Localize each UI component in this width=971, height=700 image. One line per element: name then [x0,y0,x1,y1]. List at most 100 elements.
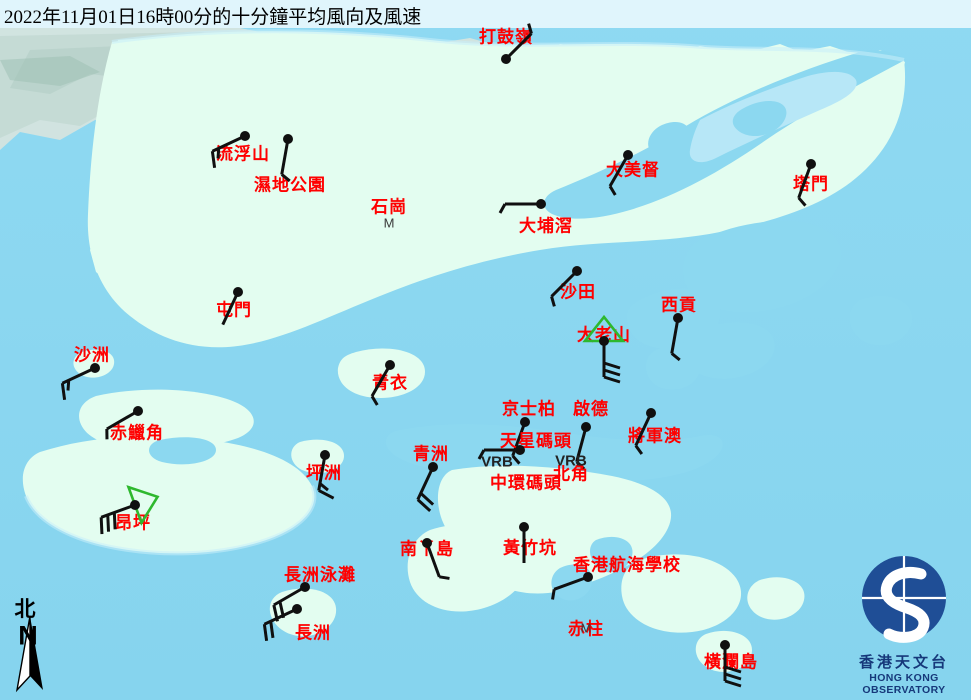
station-label: 流浮山 [216,144,270,164]
south-islands [621,554,742,633]
station-label: 長洲泳灘 [284,565,356,585]
sea-patch-e [849,296,913,346]
station-dot [673,313,683,323]
station-dot [428,462,438,472]
sai-kung-waters [626,220,841,390]
station-label: 黃竹坑 [503,538,557,558]
station-label: 沙田 [560,282,596,302]
station-label: 大埔滘 [519,216,573,236]
station-label: 坪洲 [306,463,342,483]
wind-barb [550,266,582,307]
station-label: 屯門 [216,300,252,320]
lamma-island [407,523,529,612]
station-dot [300,582,310,592]
wind-barb [60,363,100,401]
wind-barb [551,572,593,600]
station-label: 青洲 [413,444,449,464]
station-dot [623,150,633,160]
variable-wind-marker: VRB [555,452,587,470]
lantau-island [22,389,315,554]
wind-barb [280,134,293,183]
wind-barb [501,23,533,64]
small-island-se [747,577,805,620]
wind-barb [498,199,546,214]
station-label: 沙洲 [74,345,110,365]
coastal-shallow-fringe [24,29,905,556]
station-label: 昂坪 [115,513,151,533]
station-dot [292,604,302,614]
station-dot [90,363,100,373]
station-label: 啟德 [573,399,609,419]
wind-barb [99,485,160,535]
wind-barb [634,408,656,455]
outlying-islands [73,116,913,672]
wind-barb [422,538,450,580]
station-label: 打鼓嶺 [479,27,533,47]
wind-barb [575,422,591,471]
station-dot [599,336,609,346]
compass-rose [15,615,43,693]
wind-barb [608,150,633,196]
station-label: 長洲 [295,623,331,643]
peng-chau [291,439,344,474]
station-label: 石崗 [371,197,407,217]
station-label: 濕地公園 [254,175,326,195]
hk-landmass [87,31,906,348]
wind-barb [519,522,529,563]
station-label: 香港航海學校 [573,555,681,575]
wind-barb [670,313,683,362]
station-dot [501,54,511,64]
wind-barb [797,159,816,207]
station-label: 中環碼頭 [490,473,562,493]
station-label: 北角 [553,464,589,484]
cheung-chau [269,588,337,637]
wind-barb [416,462,438,513]
station-dot [320,450,330,460]
hko-logo-en: HONG KONG OBSERVATORY [862,672,946,696]
station-label: 大美督 [606,160,660,180]
tap-mun [835,116,885,155]
station-dot [572,266,582,276]
station-dot [233,287,243,297]
missing-data-marker: M [580,620,592,636]
station-label: 京士柏 [502,399,556,419]
wind-barb [582,314,626,384]
station-dot [520,417,530,427]
station-label: 西貢 [661,295,697,315]
variable-wind-marker: VRB [481,453,513,471]
station-label: 南丫島 [400,539,454,559]
wind-barb [262,604,302,642]
station-dot [130,500,140,510]
station-dot [519,522,529,532]
missing-data-marker: M [383,215,395,231]
station-dot [646,408,656,418]
tsing-yi-island [337,348,425,398]
station-dot [806,159,816,169]
wind-barb [720,640,742,688]
hko-logo: 香港天文台 HONG KONG OBSERVATORY [845,552,963,696]
wind-barb [105,406,143,440]
hko-logo-mark [862,556,946,643]
station-label: 橫瀾島 [704,652,758,672]
station-dot [581,422,591,432]
station-label: 赤鱲角 [110,423,164,443]
hko-logo-cn: 香港天文台 [858,655,949,671]
page-title: 2022年11月01日16時00分的十分鐘平均風向及風速 [4,7,422,28]
station-dot [583,572,593,582]
tolo-harbour [544,50,905,219]
station-dot [283,134,293,144]
title-bar [0,0,971,28]
wind-barb [370,360,395,406]
compass-north-cn: 北 [14,597,36,621]
wind-barb [210,131,250,169]
wind-barb [221,287,243,326]
station-label: 赤柱 [568,619,604,639]
compass-north-en: N [18,620,38,651]
station-dot [515,445,525,455]
victoria-harbour [385,424,723,482]
station-dot [536,199,546,209]
station-dot [385,360,395,370]
station-dot [720,640,730,650]
